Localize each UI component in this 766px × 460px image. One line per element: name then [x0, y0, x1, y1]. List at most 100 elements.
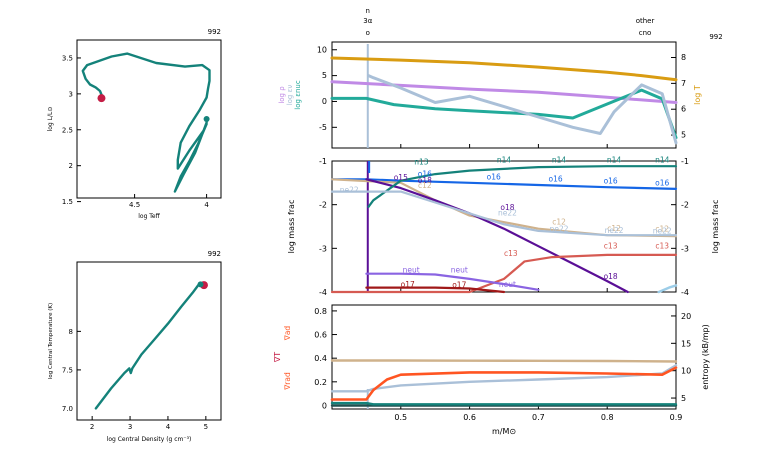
center-xtick-label: 2 — [90, 423, 94, 431]
bot-ytick-label-left: 0.6 — [314, 331, 327, 340]
mid-isotope-label: c13 — [604, 241, 618, 250]
mid-isotope-label: c13 — [655, 241, 669, 250]
mid-ytick-label-right: -4 — [681, 288, 689, 297]
center-model-number: 992 — [208, 250, 221, 258]
bot-left-axis-label: ∇ad — [283, 326, 292, 342]
center-xtick-label: 5 — [204, 423, 208, 431]
bot-left-axis-label: ∇T — [273, 352, 282, 363]
top-left-axis-label: log εν — [286, 85, 294, 106]
mid-isotope-label: o18 — [604, 272, 618, 281]
mid-isotope-label: o16 — [418, 169, 432, 178]
center-ylabel: log Central Temperature (K) — [48, 303, 54, 379]
hr-track-line — [81, 52, 211, 193]
hr-xtick-label: 4 — [204, 201, 209, 209]
mid-series-ne22 — [330, 190, 678, 237]
top-model-number: 992 — [709, 33, 722, 41]
mid-isotope-label: c12 — [418, 181, 432, 190]
top-ytick-label-right: 6 — [681, 105, 686, 114]
top-frame — [331, 41, 677, 149]
center-xlabel: log Central Density (g cm⁻³) — [107, 436, 192, 443]
top-left-axis-label: log ρ — [278, 86, 286, 104]
mid-isotope-label: o17 — [401, 280, 415, 289]
hr-model-number: 992 — [208, 28, 221, 36]
mid-ytick-label-right: -3 — [681, 244, 689, 253]
top-ytick-label-left: 0 — [322, 97, 327, 106]
top-ytick-label-left: -5 — [319, 123, 327, 132]
top-ytick-label-right: 8 — [681, 53, 686, 62]
center-xtick-label: 4 — [166, 423, 171, 431]
top-right-axis-label: log T — [693, 85, 702, 105]
bot-ytick-label-right: 5 — [681, 394, 686, 403]
mid-ylabel-right: log mass frac — [711, 200, 720, 254]
mid-isotope-label: ne22 — [550, 225, 569, 234]
bot-series-entropy — [330, 364, 678, 393]
mid-ytick-label-right: -1 — [681, 157, 689, 166]
mid-ytick-label-left: -1 — [319, 157, 327, 166]
mid-series-o17 — [365, 286, 506, 294]
bot-ytick-label-left: 0.8 — [314, 307, 327, 316]
top-burn-label: 3α — [363, 17, 372, 25]
mid-isotope-label: n14 — [607, 156, 622, 165]
mid-series-n14 — [367, 165, 678, 208]
center-frame — [76, 261, 222, 421]
mid-series-c13 — [330, 253, 678, 294]
mid-ytick-label-left: -2 — [319, 201, 327, 210]
bot-xtick-label: 0.9 — [670, 413, 683, 422]
mid-isotope-label: c12 — [655, 225, 669, 234]
hr-xtick-label: 4.5 — [129, 201, 140, 209]
bot-series-base — [330, 401, 678, 406]
center-track-line — [94, 283, 206, 410]
mid-isotope-label: neut — [451, 265, 468, 274]
bot-xtick-label: 0.5 — [394, 413, 407, 422]
mid-isotope-label: n14 — [552, 156, 567, 165]
mid-isotope-label: o16 — [604, 177, 618, 186]
bot-ytick-label-left: 0.2 — [314, 378, 327, 387]
mid-isotope-label: o16 — [487, 172, 501, 181]
hr-ytick-label: 2.5 — [62, 126, 73, 134]
center-ytick-label-low: 7.0 — [62, 405, 73, 413]
mid-isotope-label: c12 — [607, 224, 621, 233]
top-series-logt — [330, 56, 678, 82]
bot-ytick-label-right: 15 — [681, 339, 691, 348]
mid-series-neut — [365, 272, 540, 291]
hr-marker — [203, 116, 210, 122]
mid-series-edge — [657, 284, 678, 294]
hr-marker — [97, 94, 106, 103]
mid-isotope-label: ne22 — [498, 209, 517, 218]
mid-isotope-label: n14 — [655, 156, 670, 165]
mid-isotope-label: ne22 — [340, 185, 359, 194]
mid-isotope-label: o18 — [418, 176, 432, 185]
top-burn-label: cno — [639, 29, 652, 37]
top-ytick-label-right: 5 — [681, 131, 686, 140]
top-series-log — [330, 80, 678, 104]
top-ytick-label-right: 7 — [681, 79, 686, 88]
top-burn-label: n — [366, 7, 370, 15]
top-ytick-label-left: 5 — [322, 71, 327, 80]
bot-xtick-label: 0.7 — [532, 413, 545, 422]
bot-left-axis-label: ∇rad — [283, 372, 292, 391]
center-ytick-label: 7.5 — [62, 366, 73, 374]
bot-series-rad — [330, 366, 678, 401]
hr-ytick-label: 3.5 — [62, 54, 73, 62]
bot-ytick-label-left: 0.4 — [314, 354, 327, 363]
mid-ytick-label-left: -4 — [319, 288, 327, 297]
mid-series-o18 — [365, 178, 629, 294]
mid-ytick-label-right: -2 — [681, 201, 689, 210]
mid-isotope-label: ne22 — [653, 226, 672, 235]
hr-ytick-label: 2 — [69, 162, 73, 170]
bot-xlabel: m/M⊙ — [492, 427, 516, 436]
bot-frame — [331, 304, 677, 410]
top-burn-label: other — [636, 17, 655, 25]
mid-ylabel-left: log mass frac — [287, 200, 296, 254]
mid-isotope-label: o16 — [549, 175, 563, 184]
hr-xlabel: log Teff — [138, 213, 160, 220]
bot-ytick-label-right: 10 — [681, 367, 691, 376]
mid-isotope-label: neut — [403, 265, 420, 274]
hr-ytick-label: 3 — [69, 90, 73, 98]
mid-isotope-label: neut — [499, 280, 516, 289]
mid-isotope-label: o18 — [500, 203, 514, 212]
mid-isotope-label: o17 — [452, 281, 466, 290]
top-left-axis-label: log εnuc — [294, 80, 302, 110]
